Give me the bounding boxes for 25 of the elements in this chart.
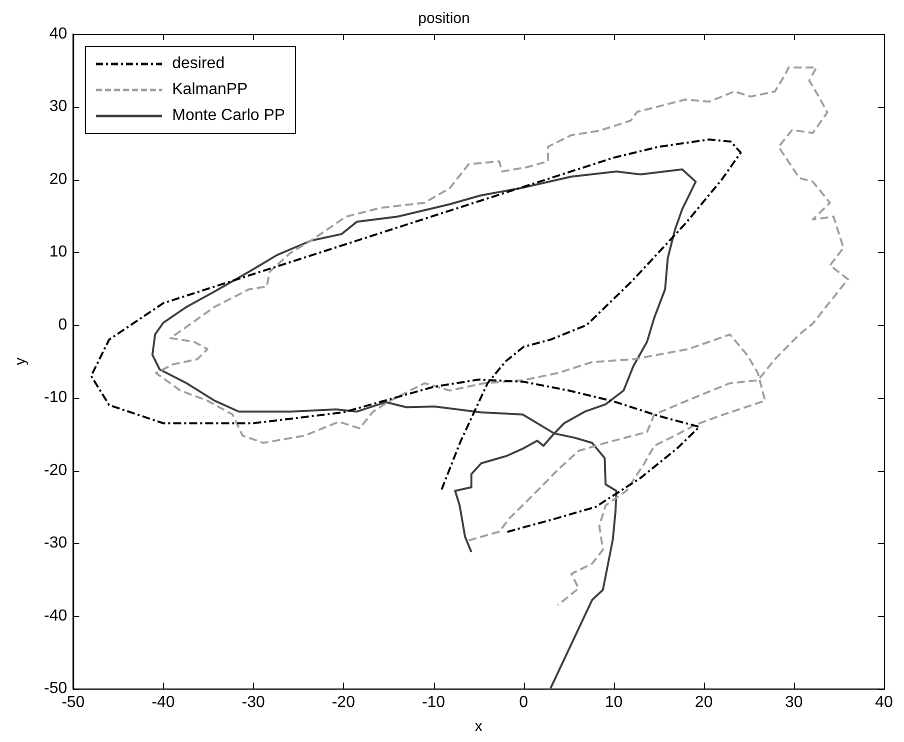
x-tick-label: 20 (694, 694, 713, 711)
y-tick-label: -20 (44, 462, 68, 479)
y-axis-title: y (12, 357, 30, 366)
y-tick-label: -40 (44, 607, 68, 624)
y-tick-label: 0 (58, 316, 68, 334)
x-tick-label: 10 (604, 694, 623, 711)
y-tick-label: 20 (49, 170, 68, 188)
y-tick-label: -10 (44, 389, 68, 406)
x-tick-label: -40 (152, 694, 175, 711)
y-tick-label: 40 (49, 25, 68, 42)
chart-title: position (418, 10, 470, 28)
y-tick-label: -30 (44, 534, 68, 552)
line-series (90, 138, 742, 534)
x-tick-label: -30 (242, 694, 265, 711)
x-tick-label: 30 (785, 694, 803, 711)
x-tick-label: -20 (332, 694, 356, 711)
legend-label: KalmanPP (172, 81, 248, 99)
legend-label: desired (172, 55, 225, 73)
x-tick-label: 0 (519, 694, 528, 711)
y-tick-label: 10 (49, 244, 68, 261)
legend-label: Monte Carlo PP (172, 107, 286, 125)
y-tick-label: 30 (49, 98, 68, 116)
x-tick-label: -10 (422, 694, 446, 711)
x-tick-label: 40 (875, 694, 893, 711)
x-axis-title: x (474, 718, 483, 736)
